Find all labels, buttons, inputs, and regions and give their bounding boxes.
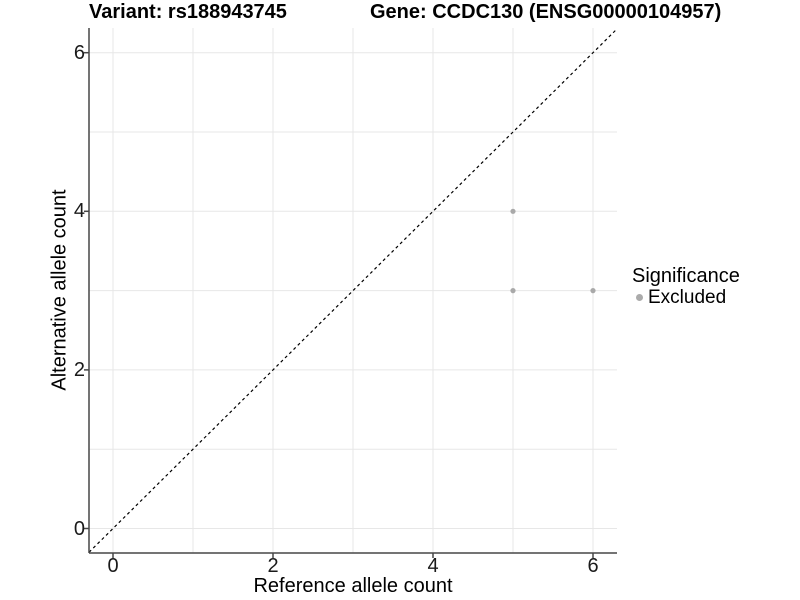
plot-title-gene: Gene: CCDC130 (ENSG00000104957): [370, 1, 722, 23]
legend-item-excluded: Excluded: [636, 287, 740, 308]
data-point: [510, 288, 516, 294]
plot-title-variant: Variant: rs188943745: [89, 1, 287, 23]
y-axis-tick-label: 2: [73, 358, 85, 381]
legend-item-label: Excluded: [648, 287, 727, 308]
x-axis-tick-label: 0: [107, 555, 119, 577]
x-axis-tick-label: 2: [267, 555, 279, 577]
legend-point-icon: [636, 294, 643, 301]
data-point: [510, 208, 516, 214]
x-axis-tick-label: 6: [587, 555, 599, 577]
x-axis-title: Reference allele count: [253, 575, 453, 597]
data-point: [590, 288, 596, 294]
y-axis-tick-label: 4: [73, 200, 85, 223]
identity-dashed-line: [88, 28, 618, 553]
x-axis-tick-label: 4: [427, 555, 439, 577]
y-axis-tick-label: 6: [73, 41, 85, 64]
y-axis-tick-label: 0: [73, 517, 85, 540]
legend-title: Significance: [632, 265, 740, 287]
legend: Significance Excluded: [632, 265, 740, 309]
